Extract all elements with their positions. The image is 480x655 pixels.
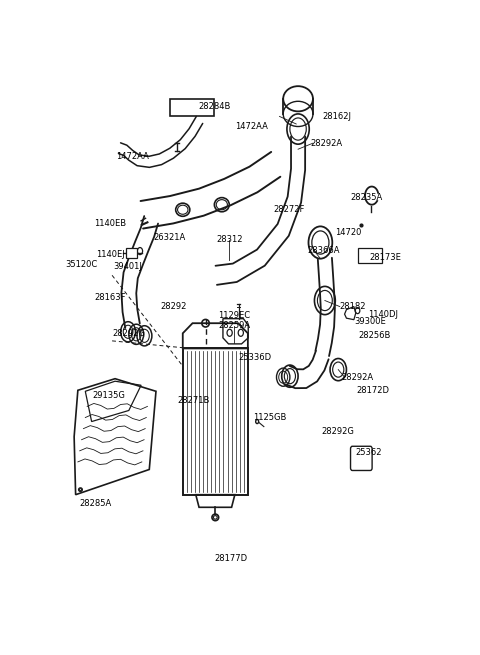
Bar <box>358 248 382 263</box>
Bar <box>126 248 137 257</box>
Text: 28256B: 28256B <box>358 331 391 341</box>
Text: 28235A: 28235A <box>351 193 383 202</box>
Text: 1140EB: 1140EB <box>94 219 126 229</box>
Text: 29135G: 29135G <box>92 391 125 400</box>
Text: 28292A: 28292A <box>342 373 373 382</box>
Text: 28163F: 28163F <box>95 293 126 303</box>
Text: 35120C: 35120C <box>65 259 98 269</box>
Text: 1125GB: 1125GB <box>253 413 287 422</box>
FancyBboxPatch shape <box>350 446 372 470</box>
Text: 1140DJ: 1140DJ <box>368 310 398 318</box>
Text: 28177D: 28177D <box>215 554 248 563</box>
Text: 28292A: 28292A <box>310 139 342 147</box>
Text: 28292G: 28292G <box>322 427 355 436</box>
Text: 28182: 28182 <box>340 302 366 311</box>
Text: 25362: 25362 <box>356 448 382 457</box>
Text: 1472AA: 1472AA <box>116 152 149 161</box>
Text: 28271B: 28271B <box>177 396 209 405</box>
Text: 39300E: 39300E <box>355 317 386 326</box>
Bar <box>170 99 215 117</box>
Text: 28292: 28292 <box>160 302 187 311</box>
Text: 28162J: 28162J <box>323 112 352 121</box>
Text: 28292G: 28292G <box>112 329 145 338</box>
Text: 28366A: 28366A <box>308 246 340 255</box>
Bar <box>183 348 248 495</box>
Text: 25336D: 25336D <box>239 352 272 362</box>
Text: 1140EJ: 1140EJ <box>96 250 125 259</box>
Text: 1129EC: 1129EC <box>218 311 250 320</box>
Text: 26321A: 26321A <box>154 233 186 242</box>
Text: 39401J: 39401J <box>113 262 142 271</box>
Text: 28172D: 28172D <box>356 386 389 395</box>
Text: 28285A: 28285A <box>79 498 111 508</box>
Text: 28259A: 28259A <box>218 321 250 330</box>
Text: 14720: 14720 <box>335 228 361 237</box>
Text: 28173E: 28173E <box>370 253 401 262</box>
Text: 1472AA: 1472AA <box>235 122 268 130</box>
Text: 28284B: 28284B <box>198 102 230 111</box>
Text: 28272F: 28272F <box>273 205 304 214</box>
Text: 28312: 28312 <box>216 236 242 244</box>
